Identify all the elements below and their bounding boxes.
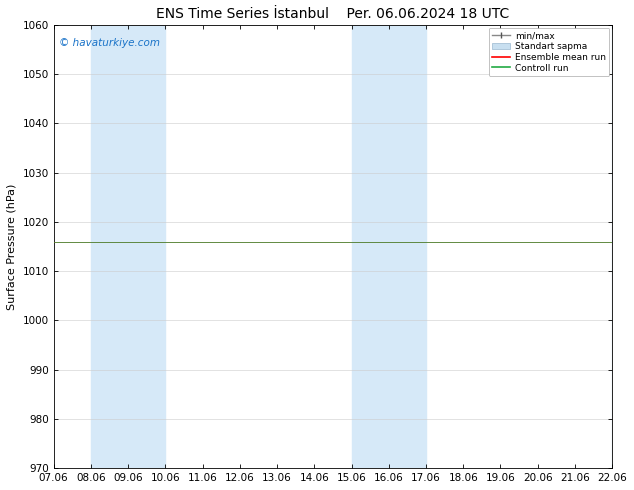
Legend: min/max, Standart sapma, Ensemble mean run, Controll run: min/max, Standart sapma, Ensemble mean r… (489, 27, 609, 76)
Y-axis label: Surface Pressure (hPa): Surface Pressure (hPa) (7, 183, 17, 310)
Title: ENS Time Series İstanbul    Per. 06.06.2024 18 UTC: ENS Time Series İstanbul Per. 06.06.2024… (156, 7, 510, 21)
Bar (612, 25, 634, 468)
Bar (91, 25, 165, 468)
Text: © havaturkiye.com: © havaturkiye.com (59, 38, 160, 48)
Bar (351, 25, 426, 468)
